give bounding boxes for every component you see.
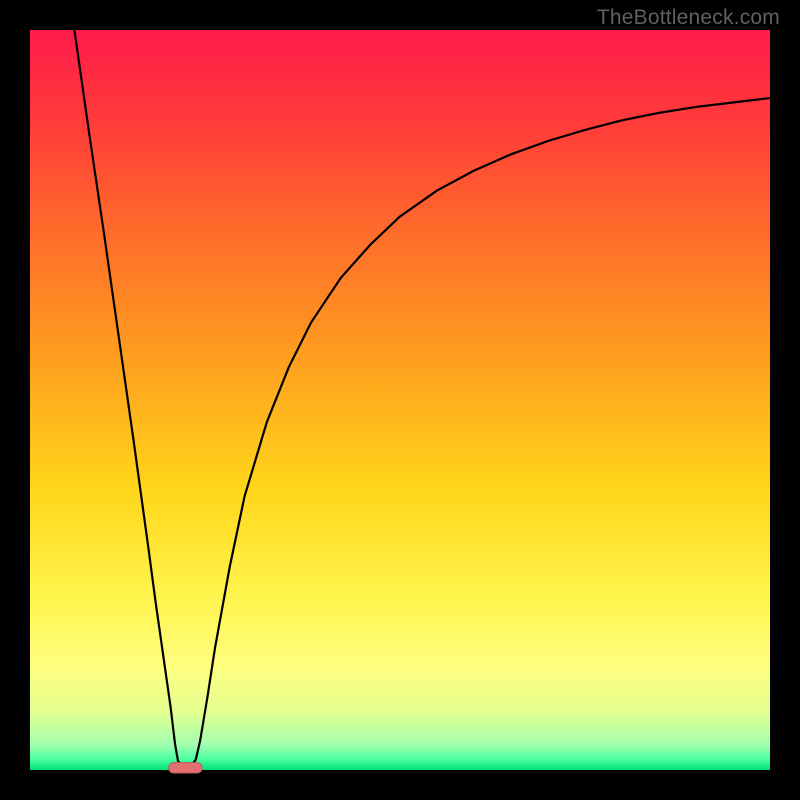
plot-background <box>30 30 770 770</box>
chart-container: TheBottleneck.com <box>0 0 800 800</box>
minimum-marker <box>169 763 202 773</box>
bottleneck-chart <box>0 0 800 800</box>
watermark-text: TheBottleneck.com <box>597 6 780 30</box>
